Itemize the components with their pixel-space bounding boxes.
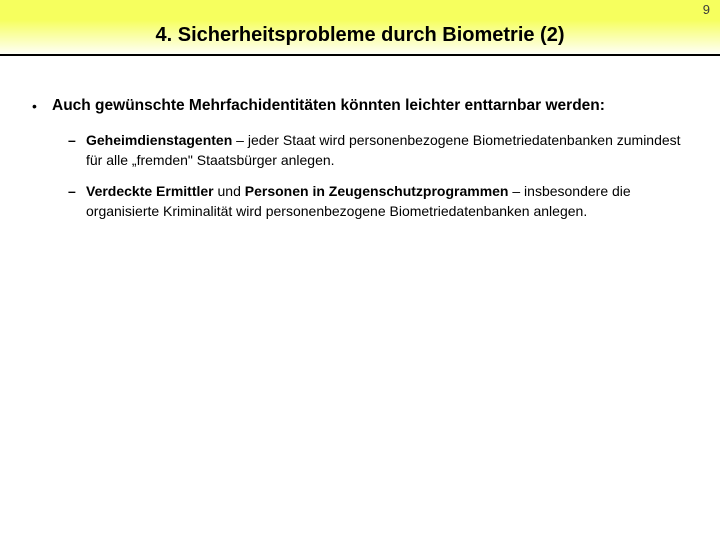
sub-text: Geheimdienstagenten – jeder Staat wird p…	[86, 131, 688, 170]
sub-bold-mid: Personen in Zeugenschutzprogrammen	[245, 183, 509, 199]
bullet-marker: •	[32, 96, 52, 117]
sub-bold-lead: Verdeckte Ermittler	[86, 183, 214, 199]
sub-text: Verdeckte Ermittler und Personen in Zeug…	[86, 182, 688, 221]
bullet-text: Auch gewünschte Mehrfachidentitäten könn…	[52, 96, 688, 117]
content-area: • Auch gewünschte Mehrfachidentitäten kö…	[0, 56, 720, 221]
sub-mid-plain: und	[214, 183, 245, 199]
sub-item: – Verdeckte Ermittler und Personen in Ze…	[68, 182, 688, 221]
sub-list: – Geheimdienstagenten – jeder Staat wird…	[32, 127, 688, 221]
slide-title: 4. Sicherheitsprobleme durch Biometrie (…	[0, 24, 720, 47]
sub-marker: –	[68, 182, 86, 221]
bullet-item: • Auch gewünschte Mehrfachidentitäten kö…	[32, 96, 688, 117]
header-band: 9 4. Sicherheitsprobleme durch Biometrie…	[0, 0, 720, 56]
sub-item: – Geheimdienstagenten – jeder Staat wird…	[68, 131, 688, 170]
sub-marker: –	[68, 131, 86, 170]
sub-bold-lead: Geheimdienstagenten	[86, 132, 232, 148]
title-underline	[0, 54, 720, 56]
page-number: 9	[703, 2, 710, 17]
